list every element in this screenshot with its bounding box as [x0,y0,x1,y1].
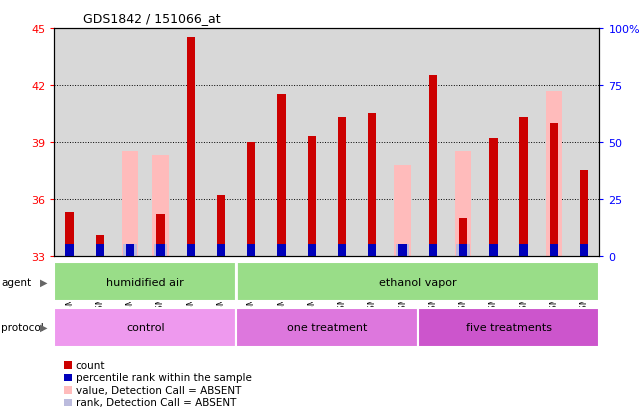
Text: count: count [76,360,105,370]
Text: protocol: protocol [1,322,44,332]
Bar [308,245,316,256]
Bar [123,245,137,256]
Bar [519,118,528,256]
Bar [394,165,411,256]
Text: humidified air: humidified air [106,277,184,287]
Bar [338,118,346,256]
Text: percentile rank within the sample: percentile rank within the sample [76,373,251,382]
Bar [278,95,286,256]
Bar [429,245,437,256]
Bar [519,245,528,256]
Bar [580,245,588,256]
Bar [187,245,195,256]
Text: one treatment: one treatment [287,322,367,332]
Bar [236,308,418,347]
Text: ethanol vapor: ethanol vapor [379,277,456,287]
Bar [308,137,316,256]
Text: ▶: ▶ [40,322,47,332]
Bar [152,156,169,256]
Bar [399,245,407,256]
Bar [459,218,467,256]
Bar [156,245,165,256]
Bar [489,245,497,256]
Bar [455,152,471,256]
Bar [368,245,376,256]
Bar [459,245,467,256]
Text: value, Detection Call = ABSENT: value, Detection Call = ABSENT [76,385,241,395]
Bar [429,76,437,256]
Text: five treatments: five treatments [465,322,551,332]
Bar [338,245,346,256]
Bar [154,245,167,256]
Bar [247,142,255,256]
Bar [54,308,236,347]
Bar [96,245,104,256]
Bar [550,245,558,256]
Bar [580,171,588,256]
Bar [96,235,104,256]
Bar [217,195,225,256]
Bar [278,245,286,256]
Bar [126,247,135,256]
Bar [247,245,255,256]
Text: GDS1842 / 151066_at: GDS1842 / 151066_at [83,12,221,25]
Bar [489,139,497,256]
Bar [456,245,470,256]
Bar [65,245,74,256]
Text: ▶: ▶ [40,277,47,287]
Bar [395,245,410,256]
Bar [217,245,225,256]
Bar [54,262,236,301]
Bar [236,262,599,301]
Bar [550,123,558,256]
Bar [65,213,74,256]
Bar [399,247,407,256]
Bar [187,38,195,256]
Bar [368,114,376,256]
Text: agent: agent [1,277,31,287]
Bar [545,91,562,256]
Bar [122,152,138,256]
Text: control: control [126,322,165,332]
Bar [156,214,165,256]
Bar [418,308,599,347]
Bar [126,245,135,256]
Text: rank, Detection Call = ABSENT: rank, Detection Call = ABSENT [76,397,236,407]
